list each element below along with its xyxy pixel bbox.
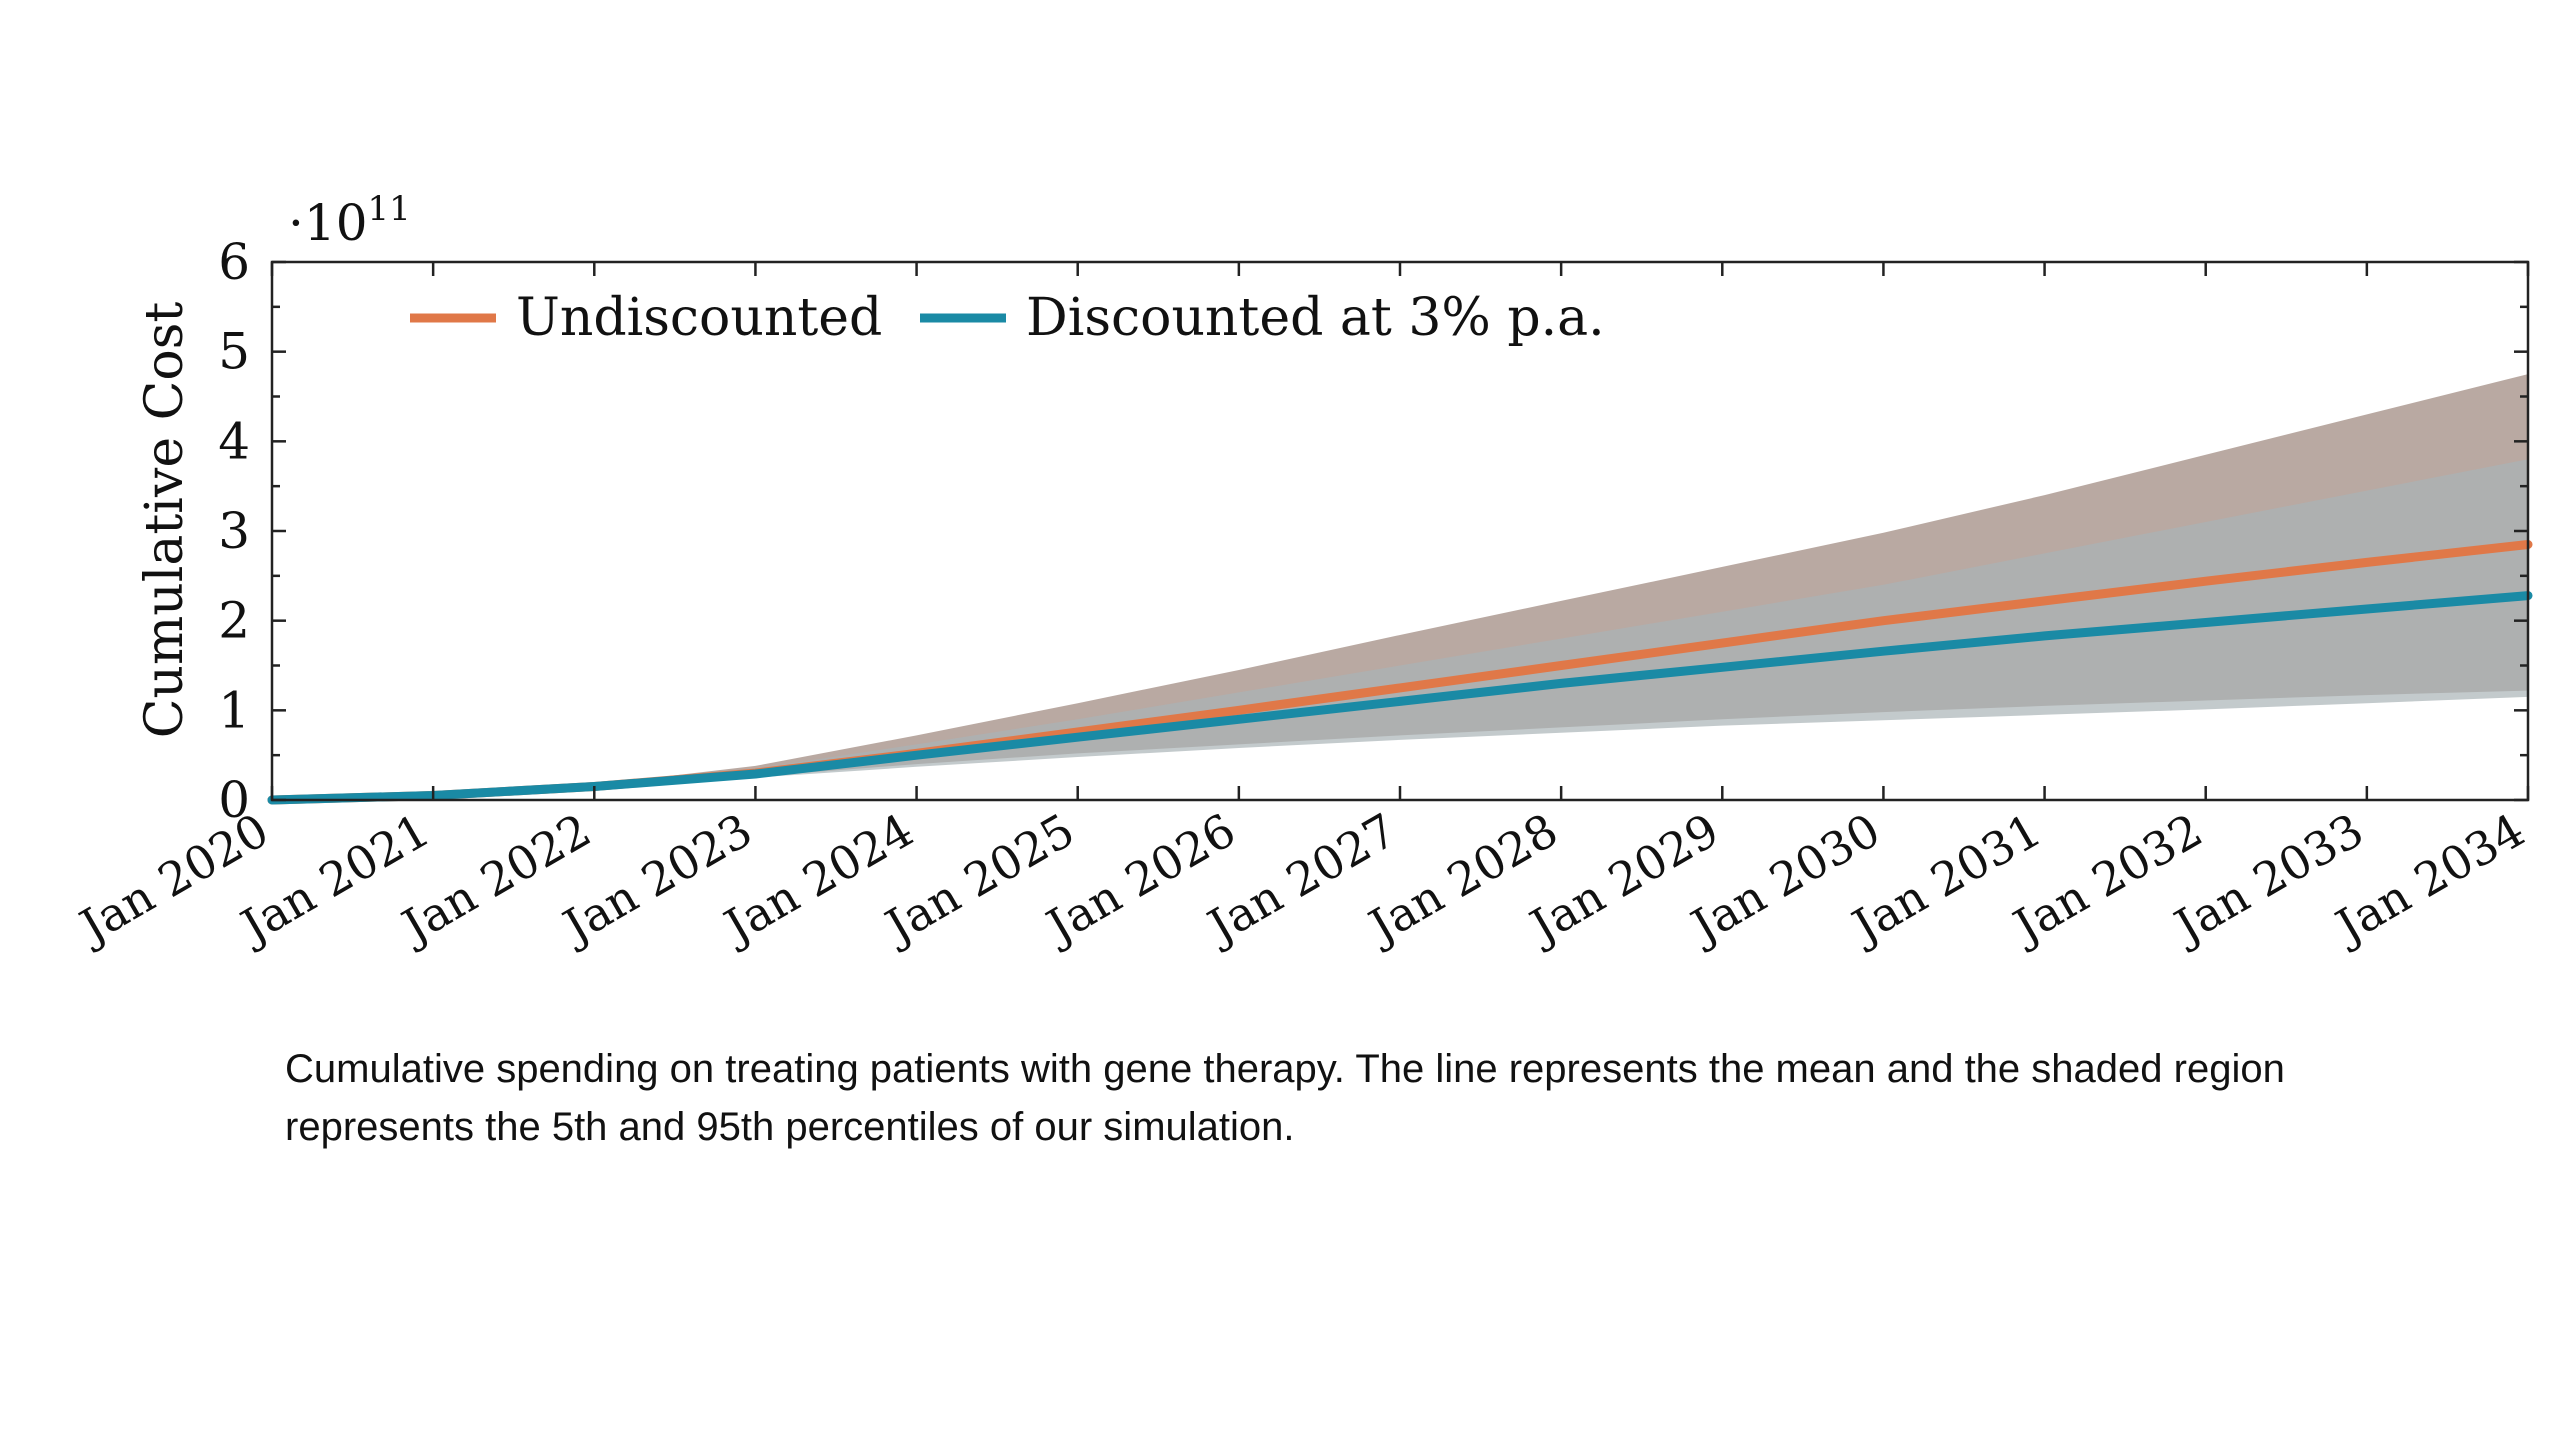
legend: Undiscounted Discounted at 3% p.a. xyxy=(410,288,1605,348)
legend-label: Undiscounted xyxy=(516,288,882,348)
y-tick-label: 0 xyxy=(218,771,250,829)
axis-ticks xyxy=(270,260,2530,802)
y-tick-label: 5 xyxy=(218,323,250,381)
chart-area: 0 1 2 3 4 5 6 Jan 2020 Jan 2021 Jan 2022 Jan 2023… xyxy=(68,189,2534,955)
y-tick-label: 6 xyxy=(218,233,250,291)
y-multiplier-exponent: 11 xyxy=(368,189,411,229)
line-discounted xyxy=(267,591,2533,805)
percentile-bands xyxy=(272,374,2528,800)
band-discounted xyxy=(272,459,2528,800)
y-tick-label: 1 xyxy=(218,681,250,739)
x-tick-label: Jan 2020 xyxy=(68,803,278,955)
y-multiplier-base: ·10 xyxy=(288,194,368,252)
y-axis-multiplier: ·1011 xyxy=(288,189,411,252)
y-axis-label: Cumulative Cost xyxy=(135,302,195,739)
legend-label: Discounted at 3% p.a. xyxy=(1026,288,1605,348)
mean-lines xyxy=(267,540,2533,805)
y-tick-labels: 0 1 2 3 4 5 6 xyxy=(218,233,250,829)
y-tick-label: 2 xyxy=(218,592,250,650)
y-tick-label: 4 xyxy=(218,412,250,470)
figure-caption: Cumulative spending on treating patients… xyxy=(285,1047,2285,1149)
y-tick-label: 3 xyxy=(218,502,250,560)
